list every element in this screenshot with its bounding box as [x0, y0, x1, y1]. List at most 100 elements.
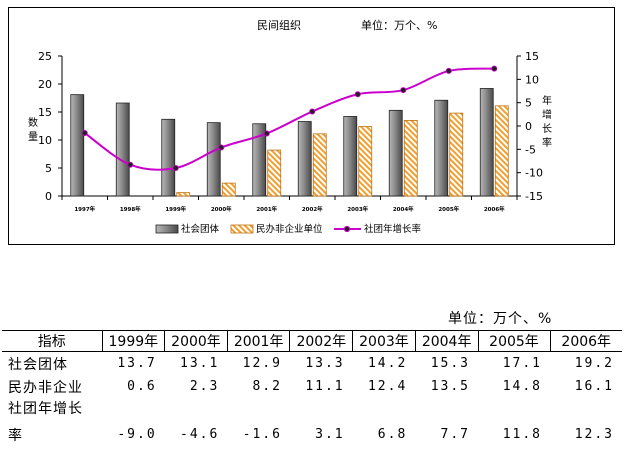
row-label: 民办非企业 — [8, 379, 83, 396]
table-unit-label: 单位：万个、% — [448, 311, 553, 327]
table-cell: 7.7 — [440, 427, 470, 442]
left-tick-label: 10 — [38, 134, 52, 147]
table-header-year: 2004年 — [414, 330, 478, 352]
x-tick-label: 2002年 — [302, 205, 323, 213]
table-cell: -1.6 — [242, 427, 282, 442]
left-tick-label: 0 — [45, 190, 52, 203]
left-tick-label: 5 — [45, 162, 52, 175]
bar-private-non-enterprise — [403, 120, 418, 197]
growth-rate-point — [309, 108, 316, 115]
table-cell: 11.8 — [502, 427, 542, 442]
growth-rate-point — [491, 65, 498, 72]
right-tick-label: -10 — [525, 167, 543, 180]
table-cell: -4.6 — [180, 427, 220, 442]
growth-rate-point — [400, 87, 407, 94]
table-header-year: 2005年 — [477, 330, 550, 352]
table-cell: 6.8 — [377, 427, 408, 442]
table-cell: 13.7 — [117, 356, 157, 371]
table-header-year: 1999年 — [101, 330, 165, 352]
table-row: 社会团体 13.7 13.1 12.9 13.3 14.2 15.3 17.1 19.2 — [2, 352, 622, 376]
table-cell — [165, 398, 228, 423]
legend-swatch-private-non-enterprise — [230, 224, 254, 234]
table-cell: 16.1 — [574, 379, 614, 394]
combo-chart: 民间组织 单位：万个、% 数量 年增长率 0 5 10 15 20 25 -15 -10 -5 0… — [28, 18, 552, 235]
table-cell — [415, 398, 478, 423]
bar-private-non-enterprise — [312, 133, 327, 197]
right-tick-label: -5 — [525, 143, 536, 156]
data-table: 指标 1999年 2000年 2001年 2002年 2003年 2004年 2005年 200… — [2, 330, 622, 446]
left-tick-label: 15 — [38, 106, 52, 119]
growth-rate-point — [127, 161, 134, 168]
growth-rate-point — [263, 130, 270, 137]
table-cell: 0.6 — [127, 379, 157, 394]
bar-social-groups — [343, 116, 358, 197]
x-tick-label: 2003年 — [347, 205, 368, 213]
x-tick-label: 1997年 — [74, 205, 95, 213]
bar-private-non-enterprise — [267, 149, 282, 197]
right-tick-label: -15 — [525, 190, 543, 203]
x-tick-label: 2004年 — [393, 205, 414, 213]
bar-social-groups — [161, 118, 176, 197]
table-header-indicator: 指标 — [2, 330, 102, 352]
legend-marker-growth-rate — [343, 225, 351, 233]
table-cell: 3.1 — [315, 427, 345, 442]
right-axis-label: 年增长率 — [542, 94, 552, 149]
chart-title: 民间组织 — [257, 18, 301, 32]
legend-label-social-groups: 社会团体 — [181, 223, 220, 235]
left-tick-label: 20 — [38, 78, 52, 91]
row-label: 社会团体 — [8, 356, 68, 373]
table-header-year: 2002年 — [289, 330, 353, 352]
x-tick-label: 2000年 — [211, 205, 232, 213]
bar-social-groups — [434, 99, 449, 197]
legend-label-private-non-enterprise: 民办非企业单位 — [256, 223, 323, 235]
right-tick-label: 15 — [525, 50, 539, 63]
bar-social-groups — [115, 102, 130, 197]
table-row: 民办非企业 0.6 2.3 8.2 11.1 12.4 13.5 14.8 16.1 — [2, 375, 622, 398]
table-cell: 12.9 — [242, 356, 282, 371]
right-tick-label: 10 — [525, 73, 539, 86]
table-cell: 13.3 — [305, 356, 345, 371]
table-cell: -9.0 — [117, 427, 157, 442]
left-tick-label: 25 — [38, 50, 52, 63]
table-cell: 12.4 — [367, 379, 408, 394]
growth-rate-point — [354, 91, 361, 98]
table-cell: 14.8 — [502, 379, 542, 394]
x-tick-label: 1999年 — [165, 205, 186, 213]
x-tick-label: 2005年 — [438, 205, 459, 213]
table-header-year: 2000年 — [164, 330, 228, 352]
bar-private-non-enterprise — [221, 182, 236, 197]
table-header-year: 2001年 — [226, 330, 290, 352]
bar-social-groups — [479, 88, 494, 197]
bar-private-non-enterprise — [358, 126, 373, 197]
table-header-year: 2006年 — [549, 330, 622, 352]
bar-social-groups — [388, 109, 403, 197]
x-tick-label: 2001年 — [256, 205, 277, 213]
growth-rate-line — [84, 67, 495, 171]
row-label: 社团年增长 — [8, 401, 83, 417]
bar-private-non-enterprise — [494, 105, 509, 197]
table-cell: 2.3 — [189, 379, 220, 394]
growth-rate-point — [81, 130, 88, 137]
table-cell: 19.2 — [574, 356, 614, 371]
table-row: 率 -9.0 -4.6 -1.6 3.1 6.8 7.7 11.8 12.3 — [2, 423, 622, 446]
table-cell: 11.1 — [305, 379, 345, 394]
table-cell — [102, 398, 165, 423]
left-axis-label: 数量 — [28, 116, 38, 143]
bar-social-groups — [206, 122, 221, 197]
table-cell: 14.2 — [367, 356, 408, 371]
table-cell: 8.2 — [252, 379, 282, 394]
table-cell: 12.3 — [574, 427, 614, 442]
table-cell: 15.3 — [430, 356, 470, 371]
table-header-year: 2003年 — [352, 330, 416, 352]
legend-label-growth-rate: 社团年增长率 — [364, 223, 422, 235]
x-tick-label: 2006年 — [484, 205, 505, 213]
legend-swatch-social-groups — [155, 224, 179, 234]
growth-rate-point — [172, 164, 179, 171]
chart-unit-label: 单位：万个、% — [361, 18, 437, 32]
bar-social-groups — [252, 123, 267, 197]
x-tick-label: 1998年 — [120, 205, 141, 213]
table-header-row: 指标 1999年 2000年 2001年 2002年 2003年 2004年 2005年 200… — [2, 330, 622, 352]
table-cell — [353, 398, 416, 423]
table-row: 社团年增长 — [2, 398, 622, 423]
table-cell: 13.1 — [180, 356, 220, 371]
